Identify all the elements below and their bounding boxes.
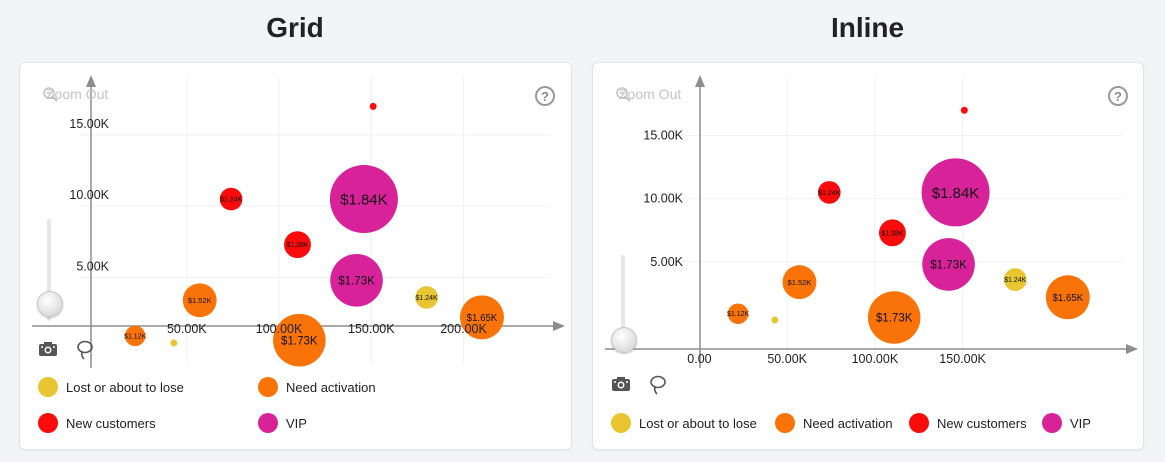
bubble-label: $1.73K xyxy=(930,260,967,272)
bubble-vip xyxy=(329,165,398,234)
bubble-label: $1.84K xyxy=(932,185,979,202)
zoom-slider-track[interactable] xyxy=(621,255,625,347)
bubble-new xyxy=(219,187,243,211)
help-icon[interactable]: ? xyxy=(1108,86,1128,106)
bubble-label: $1.24K xyxy=(220,197,243,204)
legend-marker-vip xyxy=(258,413,278,433)
bubble-label: $1.38K xyxy=(881,230,904,237)
chart-card-grid: $1.24K $1.12K $1.52K $1.73K $1.65K $1.24K $1.3… xyxy=(19,62,572,450)
y-tick-label: 15.00K xyxy=(69,117,109,131)
bubble-label: $1.52K xyxy=(788,278,812,287)
legend-label: Lost or about to lose xyxy=(639,415,757,431)
bubble-new xyxy=(284,231,311,259)
bubble-label: $1.24K xyxy=(1004,277,1027,284)
legend-marker-activation xyxy=(775,413,795,433)
legend-label: Need activation xyxy=(803,415,893,431)
bubble-label: $1.73K xyxy=(338,275,375,287)
y-tick-label: 15.00K xyxy=(643,129,683,143)
legend-label: New customers xyxy=(66,415,156,431)
bubble-new xyxy=(960,106,968,114)
bubble-label: $1.73K xyxy=(876,313,913,325)
bubble-lost xyxy=(771,316,779,324)
zoom-out-button[interactable]: Zoom Out xyxy=(42,86,108,102)
bubble-label: $1.52K xyxy=(188,296,212,305)
legend-label: Need activation xyxy=(286,379,376,395)
legend-marker-new xyxy=(38,413,58,433)
bubble-new xyxy=(878,219,906,247)
help-icon[interactable]: ? xyxy=(535,86,555,106)
bubble-activation xyxy=(867,291,921,344)
zoom-slider-thumb[interactable] xyxy=(611,327,637,353)
zoom-slider-track[interactable] xyxy=(47,219,51,321)
legend-marker-lost xyxy=(38,377,58,397)
y-axis-arrow xyxy=(86,75,96,87)
bubble-vip xyxy=(922,238,975,291)
legend-item-new[interactable]: New customers xyxy=(909,413,1027,433)
zoom-out-button[interactable]: Zoom Out xyxy=(615,86,681,102)
legend-item-vip[interactable]: VIP xyxy=(258,413,307,433)
bubble-vip xyxy=(330,254,383,307)
bubble-label: $1.38K xyxy=(286,242,309,249)
x-tick-label: 150.00K xyxy=(348,322,395,336)
bubble-vip xyxy=(921,158,990,227)
legend-item-activation[interactable]: Need activation xyxy=(258,377,376,397)
legend-label: VIP xyxy=(1070,415,1091,431)
legend-label: Lost or about to lose xyxy=(66,379,184,395)
y-tick-label: 10.00K xyxy=(643,192,683,206)
zoom-out-label: Zoom Out xyxy=(46,86,109,102)
x-tick-label: 50.00K xyxy=(167,322,207,336)
x-axis-arrow xyxy=(553,321,565,331)
bubble-activation xyxy=(459,295,504,340)
bubble-activation xyxy=(182,283,217,318)
bubble-chart-grid[interactable]: $1.24K $1.12K $1.52K $1.73K $1.65K $1.24K $1.3… xyxy=(20,63,571,449)
bubble-label: $1.24K xyxy=(818,190,841,197)
bubble-new xyxy=(369,102,377,110)
bubble-activation xyxy=(1045,275,1090,320)
panel-title-inline: Inline xyxy=(830,12,905,43)
y-tick-label: 10.00K xyxy=(69,188,109,202)
bubble-label: $1.12K xyxy=(727,311,750,318)
bubble-lost xyxy=(415,286,438,309)
bubble-lost xyxy=(170,339,178,347)
x-tick-label: 150.00K xyxy=(939,352,986,366)
legend-item-activation[interactable]: Need activation xyxy=(775,413,893,433)
legend-label: New customers xyxy=(937,415,1027,431)
bubble-lost xyxy=(1003,268,1027,291)
bubble-new xyxy=(817,181,841,204)
bubble-activation xyxy=(782,265,817,300)
legend-marker-lost xyxy=(611,413,631,433)
legend-marker-vip xyxy=(1042,413,1062,433)
bubble-activation xyxy=(727,303,749,324)
x-tick-label: 100.00K xyxy=(256,322,303,336)
y-tick-label: 5.00K xyxy=(650,255,683,269)
zoom-out-label: Zoom Out xyxy=(619,86,682,102)
bubble-activation xyxy=(124,325,146,347)
x-tick-label: 50.00K xyxy=(767,352,807,366)
legend-item-lost[interactable]: Lost or about to lose xyxy=(38,377,184,397)
legend-item-lost[interactable]: Lost or about to lose xyxy=(611,413,757,433)
legend-marker-new xyxy=(909,413,929,433)
y-tick-label: 5.00K xyxy=(76,259,109,273)
bubble-chart-inline[interactable]: $1.24K $1.12K $1.52K $1.73K $1.65K $1.24K $1.3… xyxy=(593,63,1143,449)
legend-label: VIP xyxy=(286,415,307,431)
legend-item-new[interactable]: New customers xyxy=(38,413,156,433)
bubble-label: $1.84K xyxy=(340,191,387,208)
legend-item-vip[interactable]: VIP xyxy=(1042,413,1091,433)
bubble-label: $1.24K xyxy=(416,295,439,302)
bubble-activation xyxy=(273,313,326,367)
bubble-label: $1.65K xyxy=(1053,293,1084,304)
x-tick-label: 100.00K xyxy=(852,352,899,366)
legend-marker-activation xyxy=(258,377,278,397)
chart-card-inline: $1.24K $1.12K $1.52K $1.73K $1.65K $1.24K $1.3… xyxy=(592,62,1144,450)
x-tick-label: 0.00 xyxy=(687,352,711,366)
x-tick-label: 200.00K xyxy=(440,322,487,336)
y-axis-arrow xyxy=(695,75,705,87)
panel-title-grid: Grid xyxy=(266,12,324,43)
bubble-label: $1.65K xyxy=(467,313,498,324)
bubble-label: $1.12K xyxy=(124,333,147,340)
bubble-label: $1.73K xyxy=(281,335,318,347)
zoom-slider-thumb[interactable] xyxy=(37,291,63,317)
x-axis-arrow xyxy=(1126,344,1138,354)
